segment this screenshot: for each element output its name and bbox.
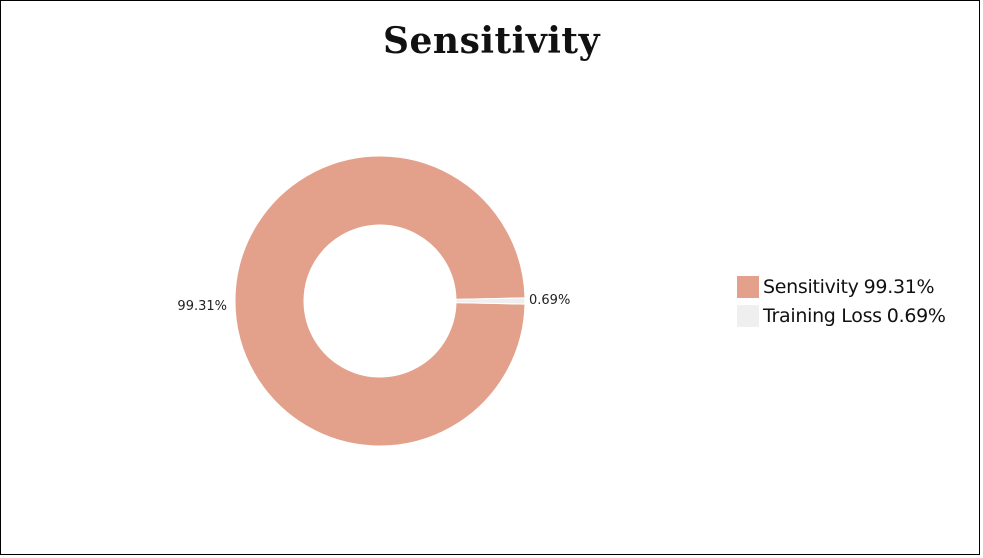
legend-swatch-training-loss bbox=[737, 304, 759, 327]
slice-label-sensitivity: 99.31% bbox=[177, 299, 227, 314]
legend-value-training-loss: 0.69% bbox=[886, 304, 946, 327]
legend-value-sensitivity: 99.31% bbox=[863, 275, 935, 298]
legend-item-sensitivity[interactable]: Sensitivity 99.31% bbox=[737, 272, 946, 301]
legend-name-sensitivity: Sensitivity bbox=[763, 275, 859, 298]
legend-label-sensitivity: Sensitivity 99.31% bbox=[763, 275, 935, 298]
legend-swatch-sensitivity bbox=[737, 275, 759, 298]
legend-name-training-loss: Training Loss bbox=[763, 304, 882, 327]
donut-slices bbox=[234, 155, 526, 447]
slice-sensitivity[interactable] bbox=[234, 155, 526, 447]
legend-item-training-loss[interactable]: Training Loss 0.69% bbox=[737, 301, 946, 330]
slice-labels: 99.31% 0.69% bbox=[177, 293, 570, 314]
legend: Sensitivity 99.31% Training Loss 0.69% bbox=[737, 272, 946, 330]
legend-label-training-loss: Training Loss 0.69% bbox=[763, 305, 946, 327]
slice-training-loss[interactable] bbox=[455, 297, 526, 305]
slice-label-training-loss: 0.69% bbox=[529, 293, 570, 308]
chart-title: Sensitivity bbox=[383, 20, 600, 62]
